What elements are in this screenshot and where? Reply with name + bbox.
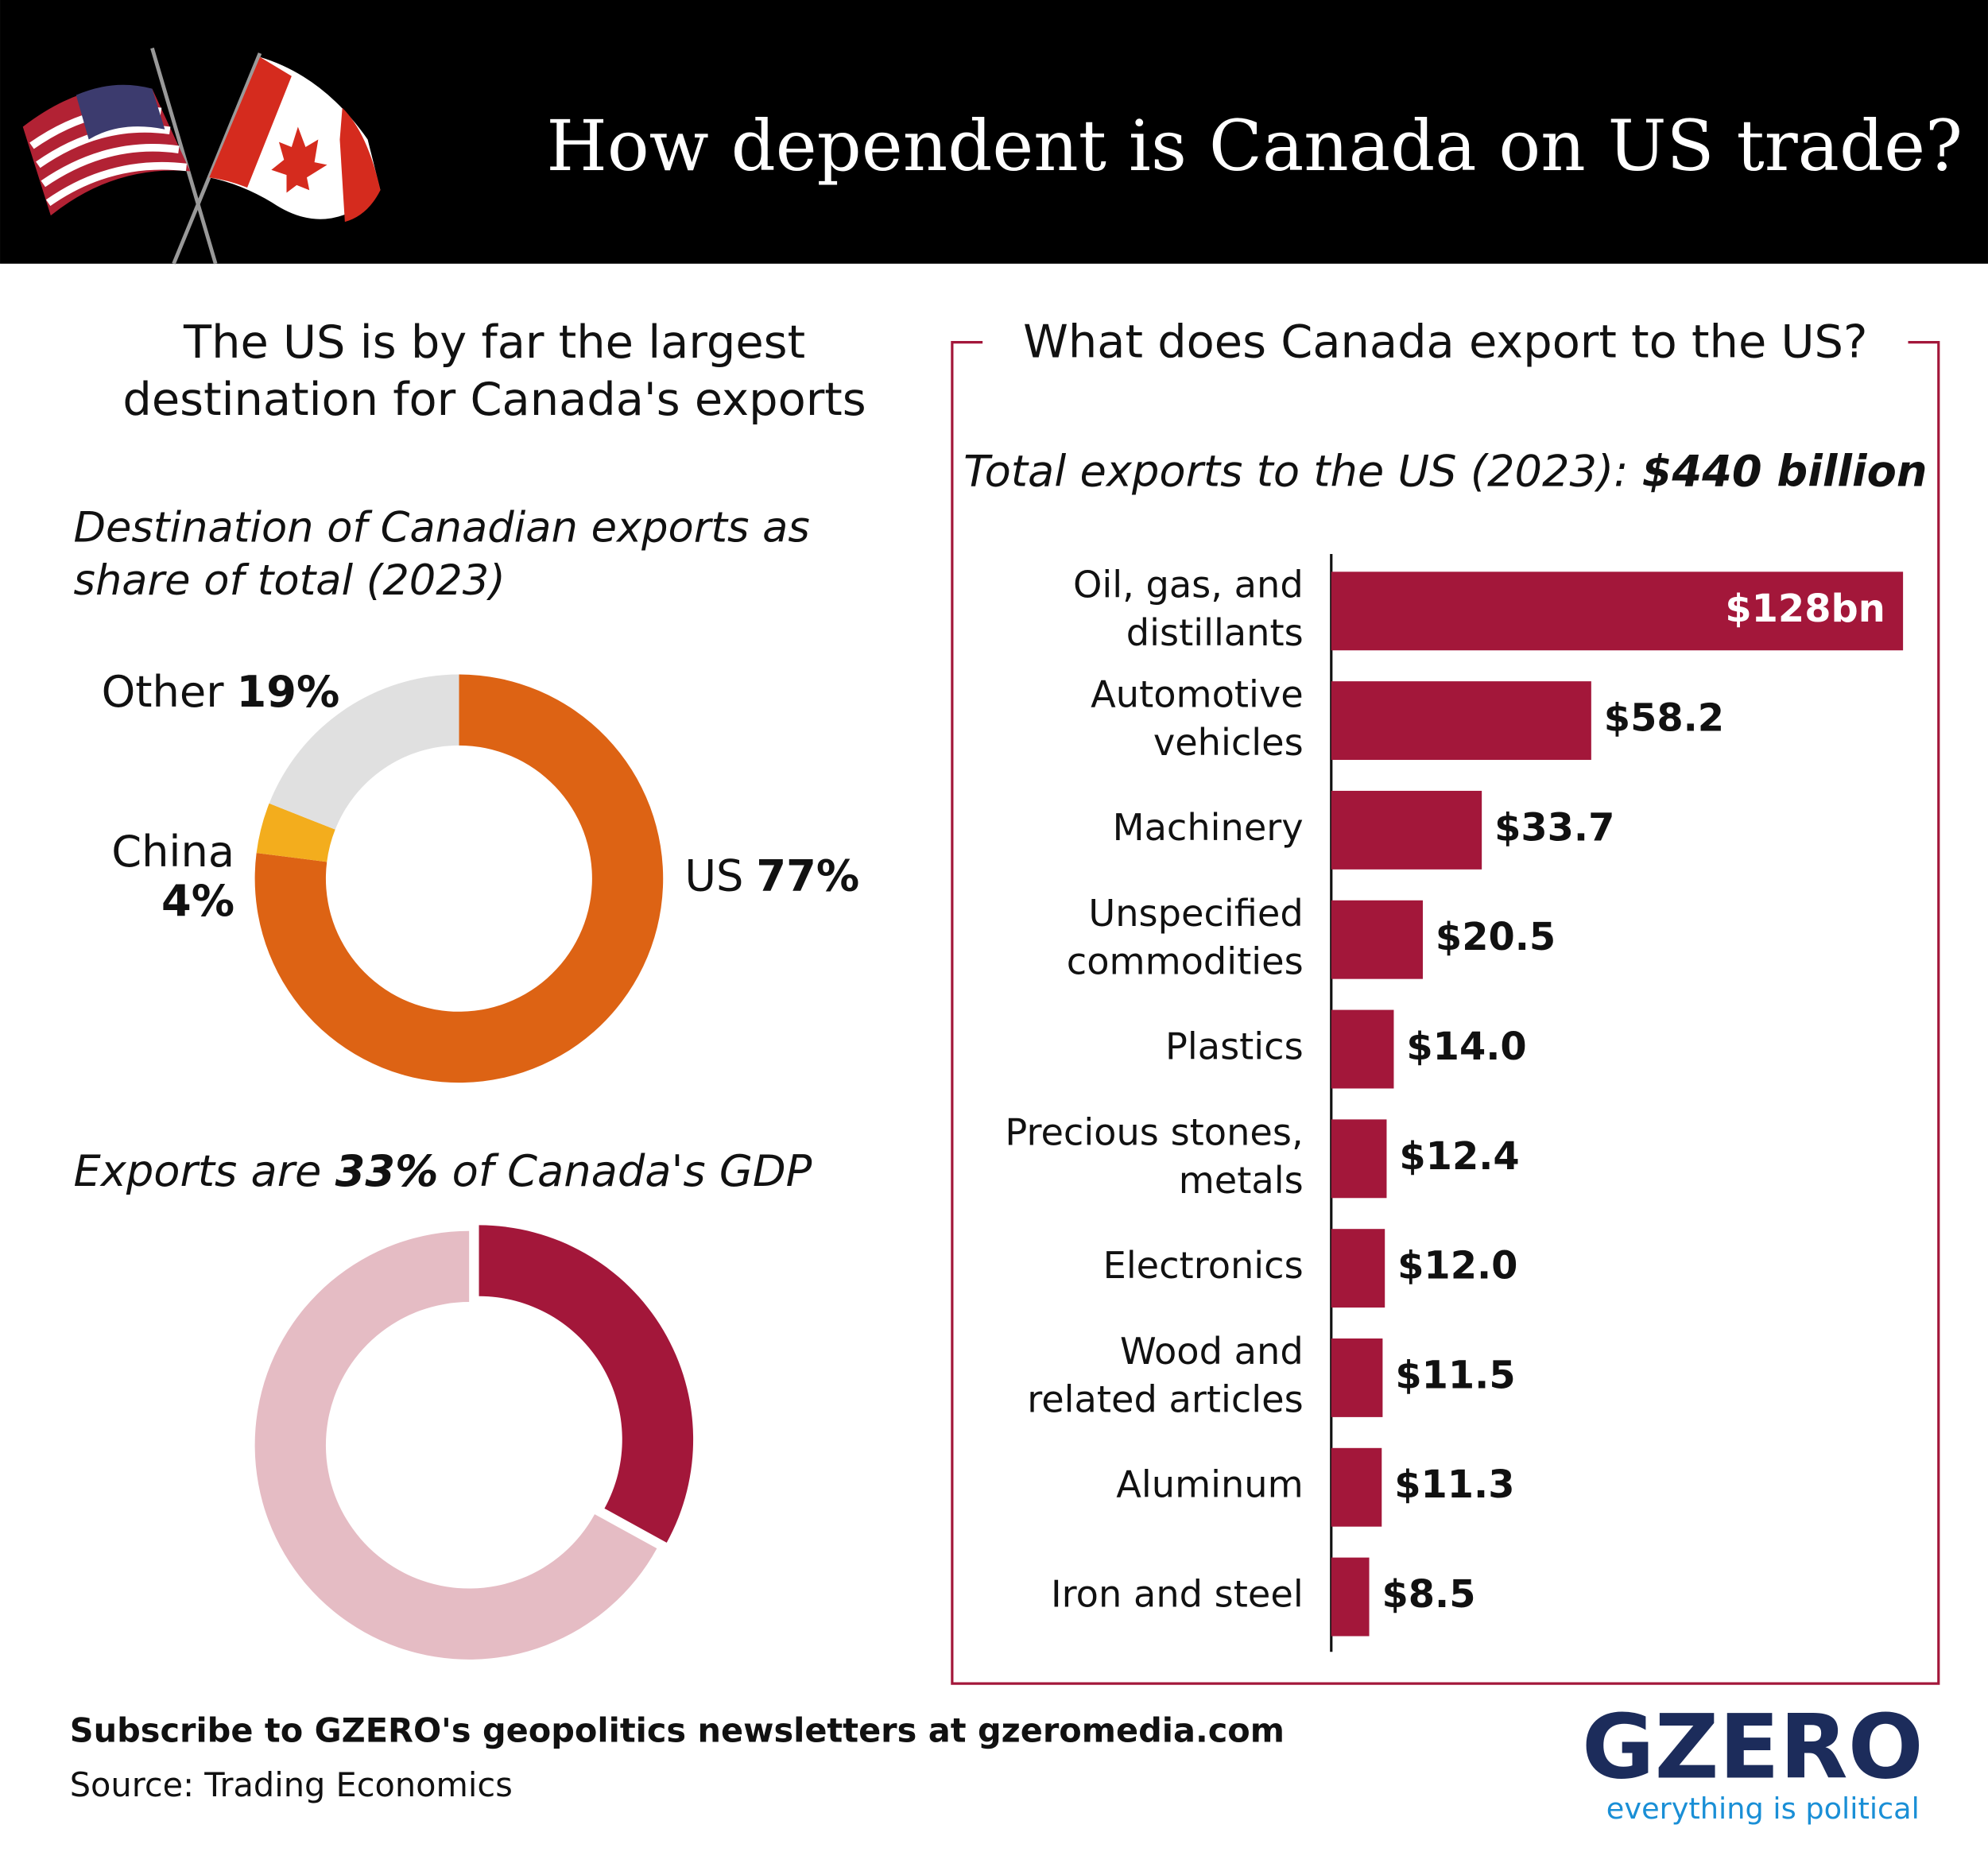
source-note: Source: Trading Economics	[70, 1766, 513, 1804]
value-label: $58.2	[1604, 697, 1724, 741]
value-label: $20.5	[1436, 916, 1556, 959]
bar	[1331, 1557, 1370, 1637]
category-label: Plastics	[1165, 1025, 1304, 1068]
bar	[1331, 790, 1482, 870]
category-label: Iron and steel	[1051, 1573, 1304, 1616]
gdp-title-start: Exports are	[74, 1146, 322, 1196]
share-label: 77%	[756, 850, 859, 901]
panel-border	[951, 341, 1940, 1685]
bar-chart-title: What does Canada export to the US?	[1023, 315, 1867, 368]
donut-title: The US is by far the largest destination …	[122, 315, 866, 425]
value-label: $8.5	[1382, 1573, 1475, 1617]
gdp-share: 33%	[335, 1146, 439, 1196]
subscribe-note: Subscribe to GZERO's geopolitics newslet…	[70, 1711, 1285, 1749]
value-label: $12.4	[1399, 1135, 1519, 1179]
value-label: $128bn	[1725, 587, 1885, 631]
category-name: Other	[102, 667, 225, 717]
bar	[1331, 1229, 1385, 1308]
donut-segment	[256, 803, 335, 862]
flags	[22, 47, 381, 265]
donut-subtitle: Destination of Canadian exports as share …	[74, 503, 810, 604]
gdp-title-end: of Canada's GDP	[452, 1146, 812, 1196]
bar	[1331, 681, 1591, 761]
segment-label: China 4%	[111, 827, 234, 926]
segment-label: US 77%	[684, 850, 859, 901]
donut-segment	[269, 674, 459, 830]
bar	[1331, 1119, 1387, 1199]
total-label: Total exports to the US (2023):	[963, 446, 1628, 496]
category-name: China	[111, 827, 234, 877]
logo-tagline: everything is political	[1606, 1792, 1920, 1826]
bar	[1331, 1447, 1382, 1527]
share-label: 4%	[161, 876, 234, 926]
page-title: How dependent is Canada on US trade?	[546, 106, 1963, 187]
value-label: $11.3	[1394, 1463, 1514, 1507]
share-label: 19%	[237, 667, 340, 717]
donut-segment	[254, 1230, 657, 1660]
category-label: Machinery	[1113, 806, 1304, 849]
category-label: Unspecified commodities	[1067, 891, 1304, 982]
category-label: Aluminum	[1116, 1463, 1303, 1506]
total-line: Total exports to the US (2023): $440 bil…	[963, 446, 1927, 496]
bar	[1331, 1009, 1394, 1089]
category-label: Precious stones, metals	[1005, 1110, 1303, 1202]
bar	[1331, 1338, 1383, 1417]
category-label: Oil, gas, and distillants	[1073, 563, 1304, 654]
bar	[1331, 571, 1904, 651]
category-label: Electronics	[1103, 1244, 1304, 1287]
value-label: $33.7	[1494, 806, 1614, 850]
gdp-title: Exports are 33% of Canada's GDP	[74, 1146, 812, 1196]
bar	[1331, 900, 1423, 979]
logo: GZERO	[1582, 1696, 1924, 1799]
category-label: Wood and related articles	[1027, 1330, 1303, 1421]
total-value: $440 billion	[1642, 446, 1928, 496]
category-label: Automotive vehicles	[1091, 672, 1304, 764]
segment-label: Other 19%	[102, 667, 340, 717]
value-label: $11.5	[1395, 1354, 1515, 1397]
value-label: $12.0	[1397, 1245, 1517, 1288]
category-name: US	[684, 850, 743, 901]
donut-segment	[254, 674, 664, 1083]
donut-segment	[479, 1225, 694, 1543]
value-label: $14.0	[1406, 1025, 1526, 1069]
